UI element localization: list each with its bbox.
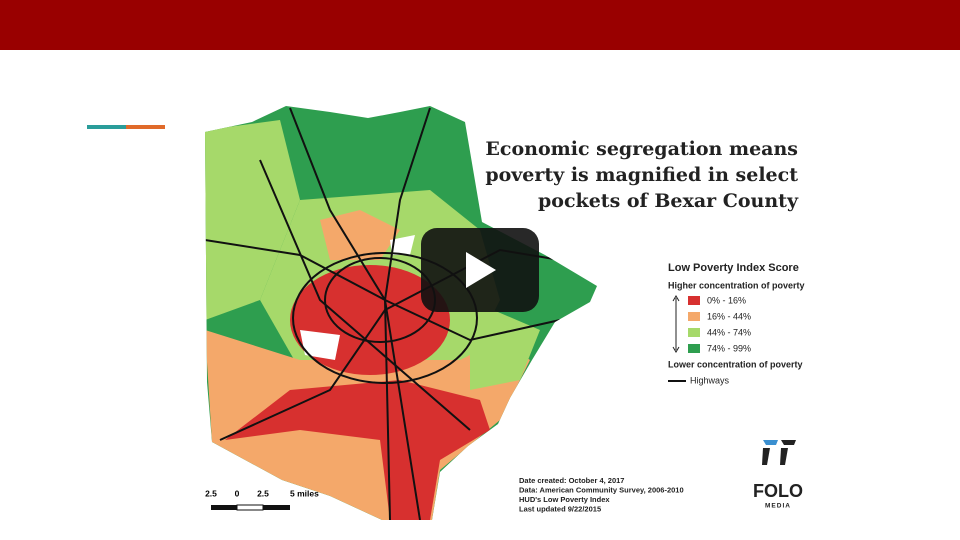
map-area <box>320 210 400 260</box>
scale-bar <box>211 504 290 511</box>
legend-top-label: Higher concentration of poverty <box>668 280 805 290</box>
legend-swatch <box>688 328 700 337</box>
slide-title: Economic segregation means <box>485 138 798 160</box>
legend-label: 16% - 44% <box>707 311 751 321</box>
map-area <box>205 120 300 320</box>
legend-swatch <box>688 344 700 353</box>
map-area <box>470 300 540 390</box>
legend-highway-label: Highways <box>690 375 730 385</box>
logo-mark <box>762 440 796 465</box>
legend-label: 44% - 74% <box>707 327 751 337</box>
scale-segment <box>236 504 264 511</box>
accent-orange <box>126 125 165 129</box>
note: Date created: October 4, 2017 <box>519 476 624 485</box>
top-bar <box>0 0 960 50</box>
scale-label: 0 <box>235 488 240 498</box>
logo-name: FOLO <box>753 481 803 501</box>
accent-teal <box>87 125 126 129</box>
map-area <box>225 380 490 520</box>
legend-swatch <box>688 312 700 321</box>
slide-title: poverty is magnified in select <box>485 164 798 186</box>
logo-tagline: MEDIA <box>765 503 791 510</box>
scale-label: 2.5 <box>205 488 217 498</box>
note: Data: American Community Survey, 2006-20… <box>519 485 684 494</box>
scale-segment <box>211 505 237 510</box>
map-area <box>300 330 340 360</box>
legend-label: 74% - 99% <box>707 343 751 353</box>
play-icon <box>466 252 496 288</box>
legend-arrowhead <box>672 295 680 353</box>
slide-title: pockets of Bexar County <box>538 190 799 212</box>
legend-label: 0% - 16% <box>707 295 746 305</box>
legend-swatch <box>688 296 700 305</box>
legend-title: Low Poverty Index Score <box>668 262 799 274</box>
note: HUD's Low Poverty Index <box>519 495 610 504</box>
note: Last updated 9/22/2015 <box>519 504 601 513</box>
scale-label: 2.5 <box>257 488 269 498</box>
scale-segment <box>263 505 290 510</box>
legend-bottom-label: Lower concentration of poverty <box>668 359 803 369</box>
scale-label: 5 miles <box>290 488 319 498</box>
map-area <box>390 235 415 255</box>
